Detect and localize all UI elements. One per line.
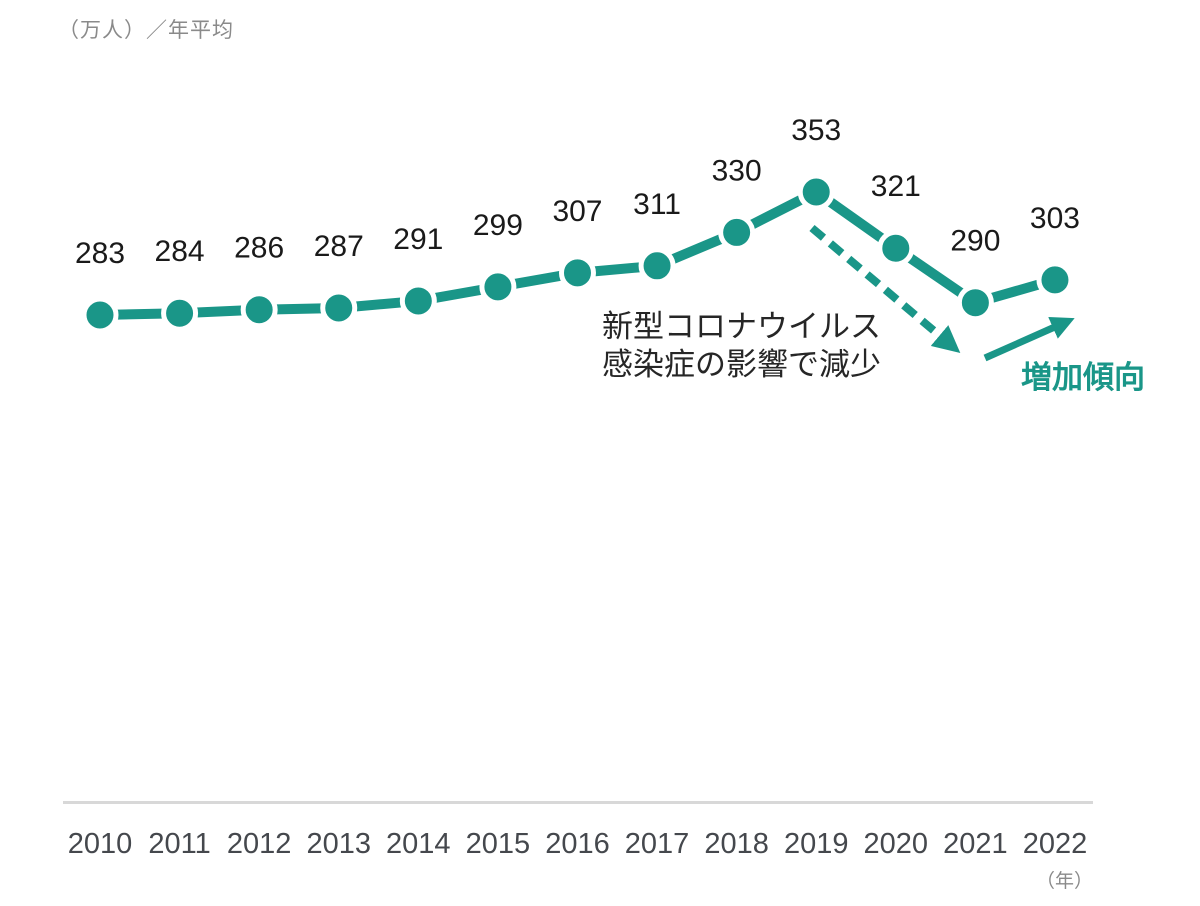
data-point-label: 321 (871, 170, 921, 203)
x-axis-label: 2016 (545, 828, 610, 860)
covid-annotation-text: 新型コロナウイルス 感染症の影響で減少 (602, 308, 881, 384)
data-point-label: 286 (234, 232, 284, 265)
x-axis-label: 2011 (148, 828, 211, 860)
x-axis-label: 2021 (943, 828, 1008, 860)
y-axis-unit-label: （万人）／年平均 (58, 19, 234, 42)
x-axis-label: 2018 (704, 828, 769, 860)
x-axis-label: 2015 (465, 828, 531, 860)
data-point-marker (240, 291, 278, 329)
data-point-label: 299 (473, 209, 523, 242)
x-axis-label: 2014 (386, 828, 451, 860)
data-point-marker (320, 289, 358, 327)
data-point-marker (399, 282, 437, 320)
data-point-marker (1036, 261, 1074, 299)
data-point-label: 291 (393, 223, 443, 256)
data-point-marker (161, 294, 199, 332)
data-point-marker (956, 284, 994, 322)
x-axis-label: 2020 (863, 828, 929, 860)
x-axis-label: 2019 (783, 828, 849, 860)
x-axis-tick-labels: 2010 2011 2012 2013 2014 2015 2016 2017 2018 2019… (0, 828, 1200, 862)
data-point-marker (558, 254, 596, 292)
data-point-marker (81, 296, 119, 334)
data-point-label: 284 (155, 235, 205, 268)
data-point-label: 287 (314, 230, 364, 263)
data-point-label: 290 (950, 225, 1000, 258)
data-point-marker (638, 247, 676, 285)
data-point-label: 311 (633, 188, 681, 221)
data-point-label: 303 (1030, 202, 1080, 235)
data-point-marker (797, 173, 835, 211)
covid-annotation-line2: 感染症の影響で減少 (602, 347, 881, 382)
x-axis-label: 2010 (67, 828, 133, 860)
data-point-label: 330 (712, 154, 762, 187)
increase-trend-arrow (983, 316, 1075, 362)
x-axis-label: 2013 (306, 828, 371, 860)
data-point-marker (479, 268, 517, 306)
increase-trend-label: 増加傾向 (1021, 360, 1145, 395)
covid-decline-dashed-arrow (809, 224, 961, 354)
data-point-marker (718, 213, 756, 251)
x-axis-line (63, 801, 1093, 804)
data-point-label: 353 (791, 114, 841, 147)
covid-annotation-line1: 新型コロナウイルス (602, 309, 881, 344)
data-point-label: 307 (552, 195, 602, 228)
x-axis-unit-label: （年） (1035, 871, 1093, 892)
data-point-label: 283 (75, 237, 125, 270)
x-axis-label: 2017 (624, 828, 690, 860)
data-point-marker (877, 229, 915, 267)
x-axis-label: 2022 (1022, 828, 1088, 860)
x-axis-label: 2012 (226, 828, 292, 860)
